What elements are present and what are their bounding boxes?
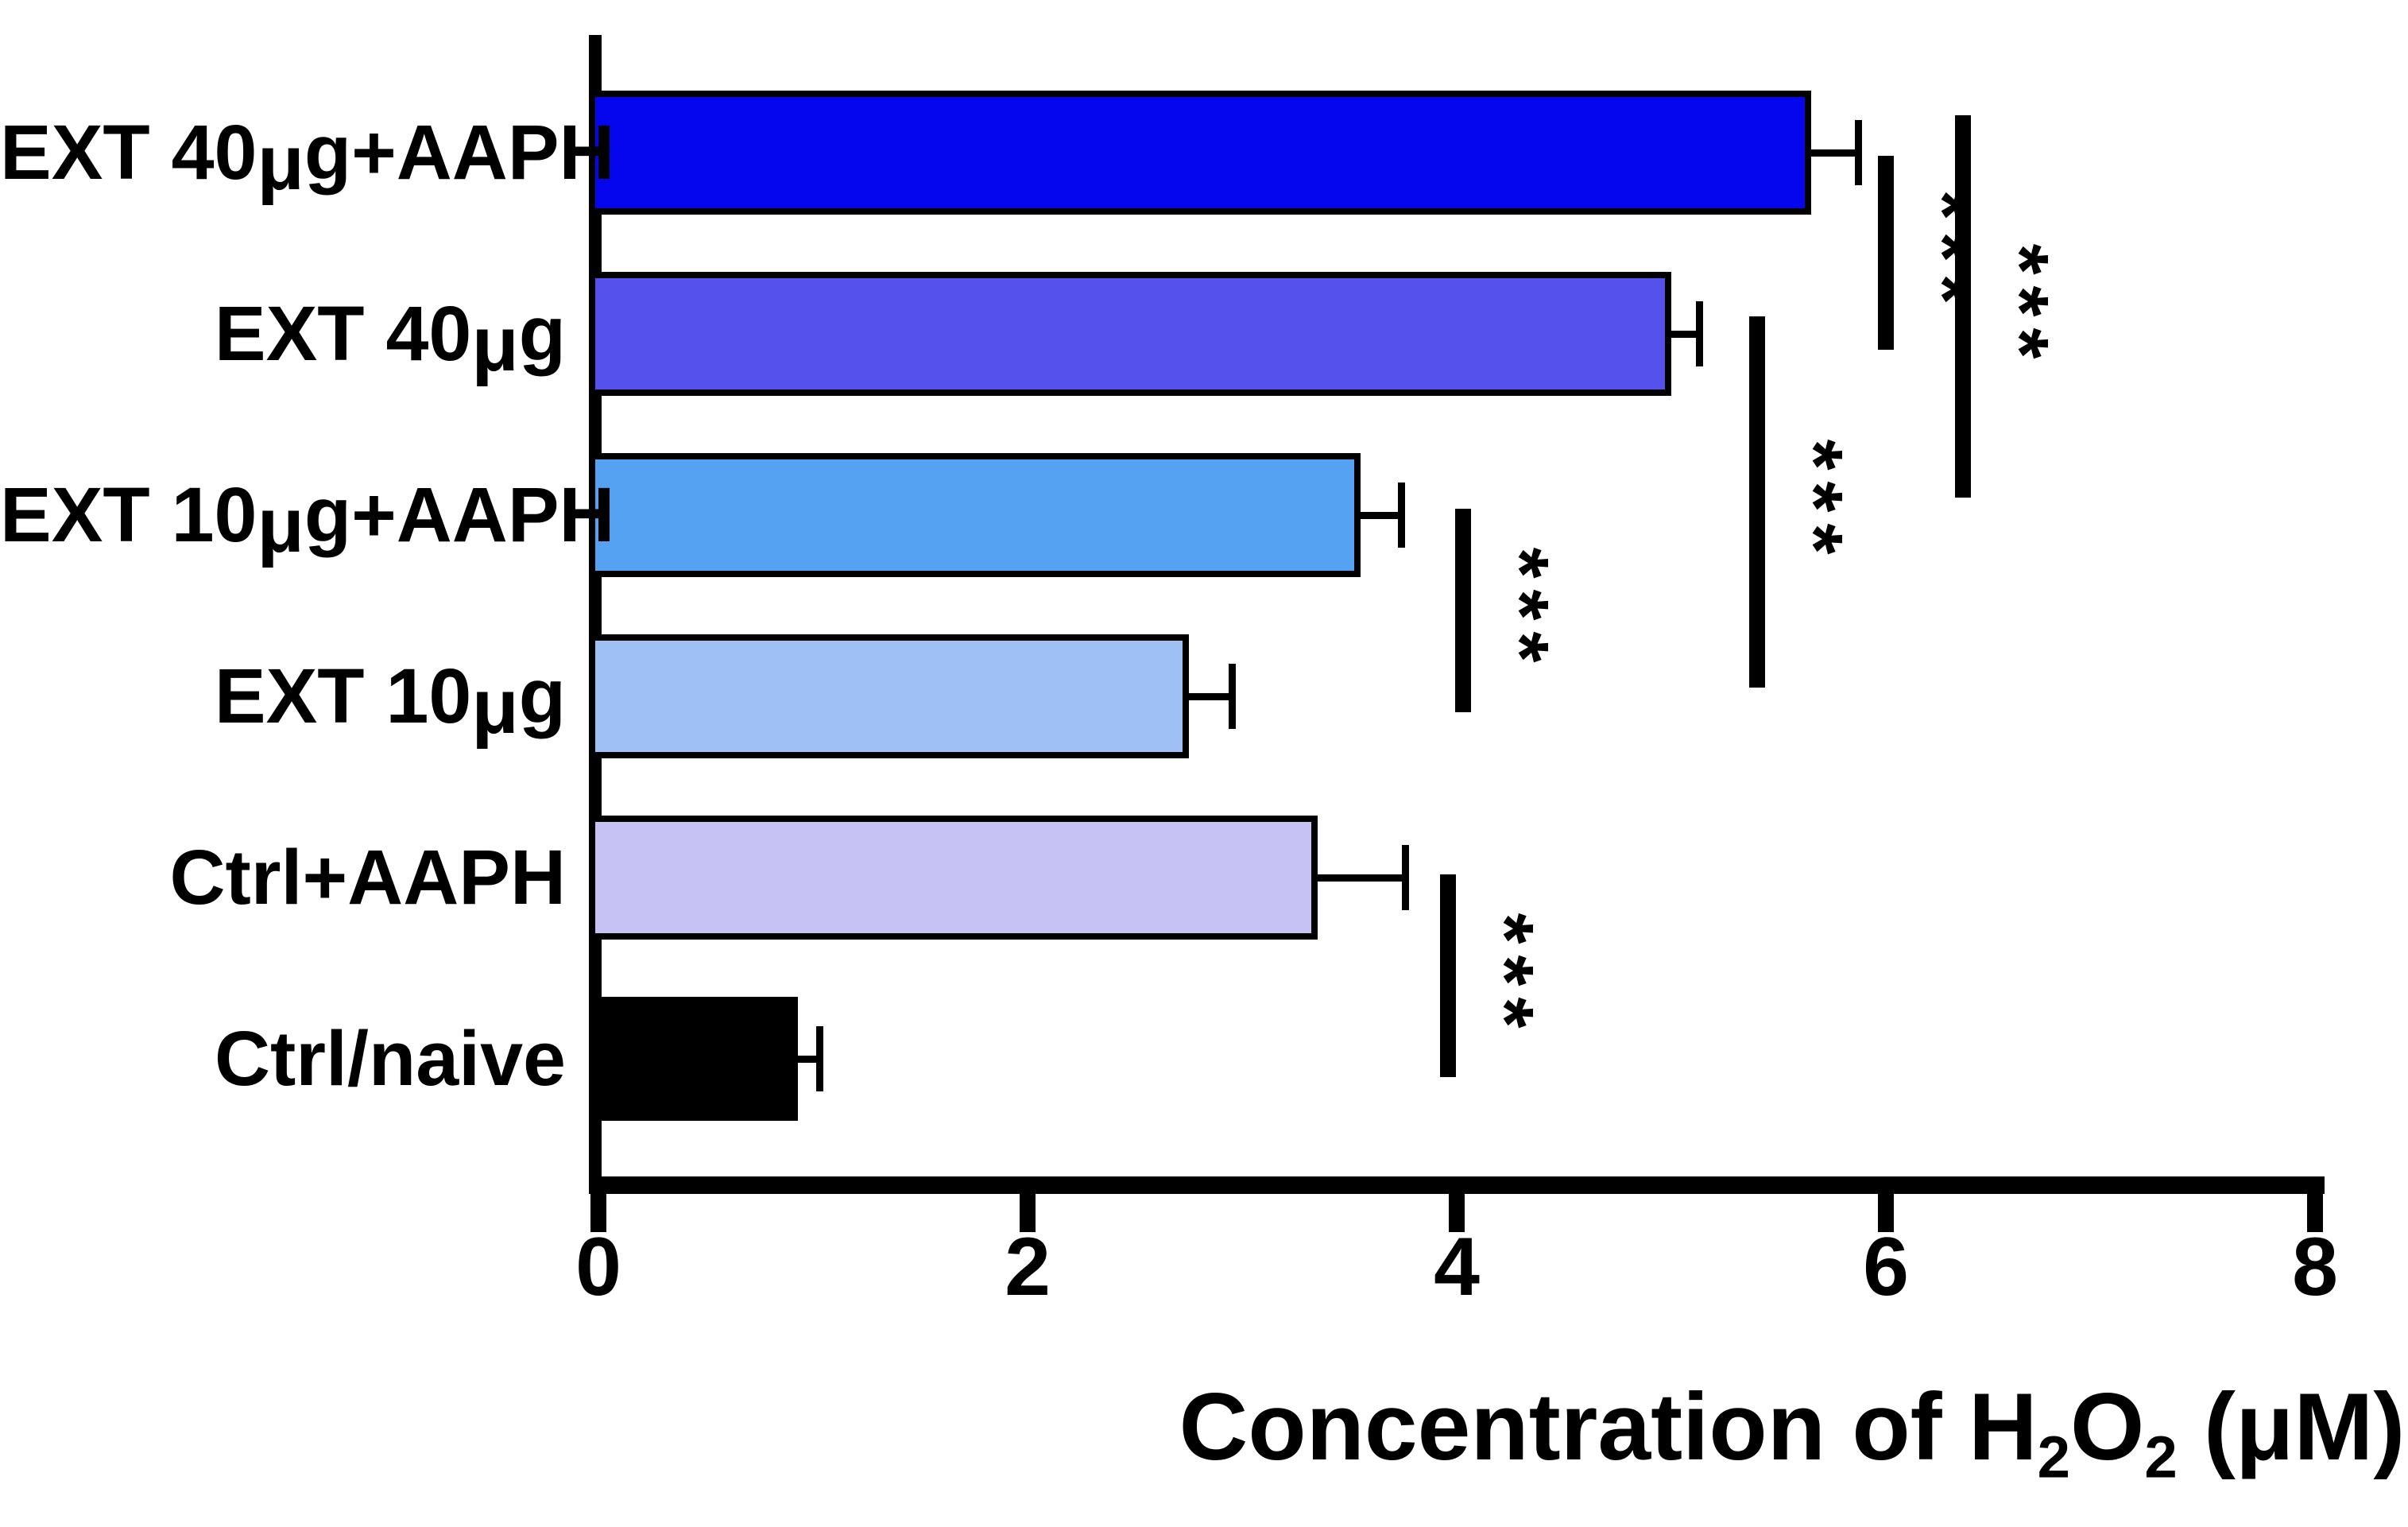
x-tick-0 — [590, 1186, 606, 1232]
category-label-ext-40-g: EXT 40μg — [214, 290, 566, 387]
x-axis-title-text: O — [2069, 1374, 2145, 1480]
significance-stars-2: *** — [1976, 243, 2065, 370]
error-bar-whisker-ext-10-g — [1187, 693, 1232, 700]
x-tick-label-4: 4 — [1434, 1221, 1480, 1313]
x-axis-title-text: Concentration of H — [1179, 1374, 2038, 1480]
error-bar-whisker-ext-40-g-aaph — [1809, 149, 1858, 157]
bar-ext-40-g-aaph — [589, 91, 1811, 215]
significance-bracket-3 — [1749, 316, 1765, 688]
x-axis-title-text: (μM) — [2177, 1374, 2406, 1480]
mu-glyph: μ — [257, 118, 304, 206]
category-label-ext-40-g-aaph: EXT 40μg+AAPH — [0, 109, 615, 206]
error-bar-whisker-ctrl-aaph — [1315, 874, 1406, 882]
x-axis-title: Concentration of H2O2 (μM) — [1005, 1372, 2408, 1490]
significance-stars-5: *** — [1461, 913, 1550, 1039]
bar-ext-40-g — [589, 272, 1671, 396]
x-tick-label-2: 2 — [1005, 1221, 1051, 1313]
mu-glyph: μ — [257, 481, 304, 568]
error-bar-whisker-ctrl-naive — [796, 1056, 820, 1063]
x-tick-4 — [1449, 1186, 1465, 1232]
error-bar-cap-ext-40-g — [1696, 301, 1704, 366]
x-tick-8 — [2307, 1186, 2323, 1232]
x-axis-title-subscript: 2 — [2037, 1424, 2070, 1490]
category-label-ctrl-aaph: Ctrl+AAPH — [169, 834, 566, 920]
error-bar-cap-ctrl-naive — [816, 1026, 824, 1091]
x-tick-label-8: 8 — [2292, 1221, 2338, 1313]
category-label-ext-10-g-aaph: EXT 10μg+AAPH — [0, 471, 615, 568]
significance-stars-3: *** — [1770, 439, 1859, 565]
x-tick-label-6: 6 — [1863, 1221, 1909, 1313]
error-bar-cap-ext-10-g — [1228, 664, 1236, 729]
error-bar-cap-ctrl-aaph — [1402, 845, 1410, 910]
category-label-ext-10-g: EXT 10μg — [214, 653, 566, 750]
x-tick-2 — [1020, 1186, 1036, 1232]
x-tick-label-0: 0 — [575, 1221, 621, 1313]
significance-bracket-2 — [1955, 115, 1972, 498]
mu-glyph: μ — [471, 662, 519, 750]
bar-ctrl-aaph — [589, 816, 1318, 940]
significance-bracket-4 — [1455, 509, 1472, 712]
x-axis-title-subscript: 2 — [2144, 1424, 2178, 1490]
x-tick-6 — [1878, 1186, 1894, 1232]
error-bar-whisker-ext-40-g — [1670, 331, 1700, 338]
significance-bracket-1 — [1878, 156, 1894, 350]
significance-bracket-5 — [1440, 874, 1457, 1077]
mu-glyph: μ — [471, 300, 519, 387]
significance-stars-4: *** — [1476, 547, 1566, 674]
error-bar-whisker-ext-10-g-aaph — [1358, 512, 1401, 519]
error-bar-cap-ext-40-g-aaph — [1854, 120, 1862, 185]
bar-ext-10-g-aaph — [589, 453, 1361, 577]
bar-ext-10-g — [589, 634, 1189, 758]
category-label-ctrl-naive: Ctrl/naive — [214, 1015, 566, 1102]
bar-ctrl-naive — [589, 997, 799, 1121]
error-bar-cap-ext-10-g-aaph — [1397, 483, 1405, 548]
